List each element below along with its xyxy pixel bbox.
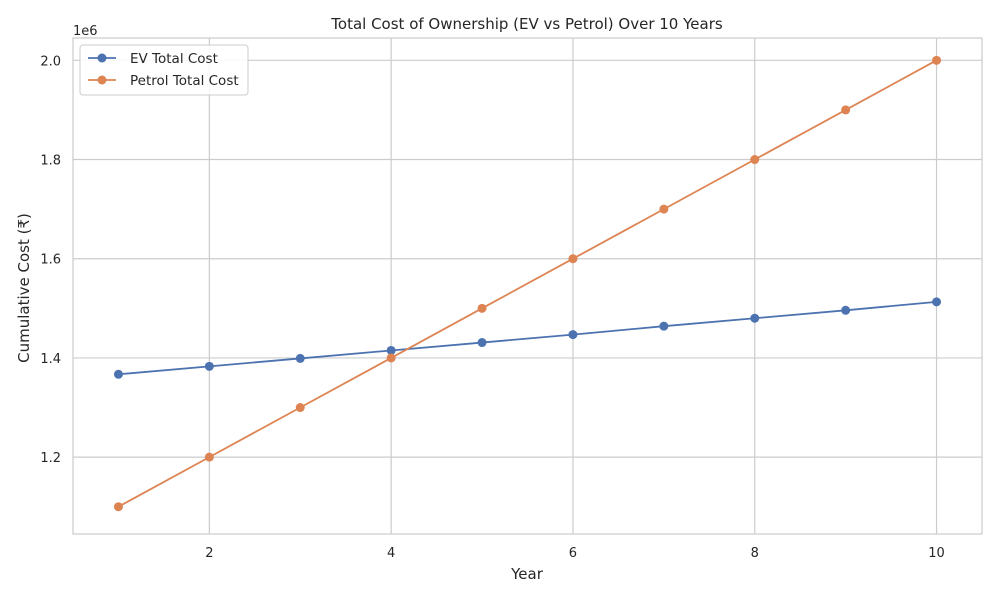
x-tick-label: 10 xyxy=(928,546,945,561)
y-tick-label: 2.0 xyxy=(40,54,61,69)
series-line-ev xyxy=(118,300,937,376)
x-tick-label: 6 xyxy=(569,546,577,561)
series-line-petrol xyxy=(118,59,937,508)
y-tick-label: 1.8 xyxy=(40,154,61,169)
data-point-petrol xyxy=(932,55,942,65)
tick-labels: 2 4 6 8 10 1.2 1.4 1.6 1.8 2.0 xyxy=(40,54,945,561)
series-layer xyxy=(113,55,942,512)
data-point-ev xyxy=(750,313,760,323)
x-axis-label: Year xyxy=(510,565,544,583)
legend-entry-petrol: Petrol Total Cost xyxy=(88,73,239,89)
x-tick-label: 4 xyxy=(387,546,395,561)
y-axis-offset-label: 1e6 xyxy=(73,24,98,39)
y-tick-label: 1.4 xyxy=(40,352,61,367)
data-point-ev xyxy=(204,361,214,371)
legend-label-ev: EV Total Cost xyxy=(130,51,218,67)
data-point-ev xyxy=(568,330,578,340)
y-tick-label: 1.2 xyxy=(40,451,61,466)
legend-label-petrol: Petrol Total Cost xyxy=(130,73,239,89)
plot-area-frame xyxy=(72,37,983,535)
data-point-petrol xyxy=(568,254,578,264)
x-tick-label: 8 xyxy=(751,546,759,561)
legend-marker-petrol xyxy=(97,75,107,85)
data-point-ev xyxy=(841,305,851,315)
data-point-ev xyxy=(386,345,396,355)
data-point-ev xyxy=(113,369,123,379)
data-point-ev xyxy=(932,297,942,307)
data-point-petrol xyxy=(477,303,487,313)
legend: EV Total Cost Petrol Total Cost xyxy=(79,44,249,96)
chart-title: Total Cost of Ownership (EV vs Petrol) O… xyxy=(330,15,723,33)
data-point-petrol xyxy=(659,204,669,214)
data-point-petrol xyxy=(295,403,305,413)
data-point-ev xyxy=(659,321,669,331)
grid-lines xyxy=(73,38,982,534)
legend-entry-ev: EV Total Cost xyxy=(88,51,218,67)
x-tick-label: 2 xyxy=(205,546,213,561)
data-point-petrol xyxy=(750,155,760,165)
data-point-ev xyxy=(295,353,305,363)
y-axis-label: Cumulative Cost (₹) xyxy=(15,213,33,363)
data-point-petrol xyxy=(113,502,123,512)
y-tick-label: 1.6 xyxy=(40,253,61,268)
legend-marker-ev xyxy=(97,53,107,63)
legend-box xyxy=(79,44,249,96)
data-point-ev xyxy=(477,338,487,348)
data-point-petrol xyxy=(386,353,396,363)
data-point-petrol xyxy=(841,105,851,115)
data-point-petrol xyxy=(204,452,214,462)
